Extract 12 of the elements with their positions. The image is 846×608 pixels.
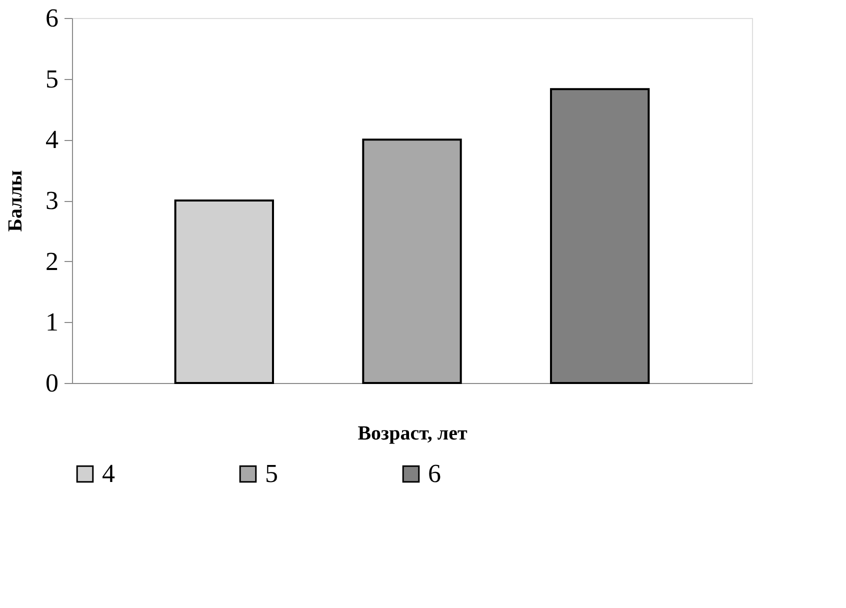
y-axis-title: Баллы — [4, 170, 26, 232]
y-tick-label: 1 — [46, 308, 58, 337]
legend-label: 5 — [265, 459, 278, 488]
y-tick-label: 6 — [46, 4, 58, 32]
y-tick-label: 4 — [46, 125, 58, 154]
y-tick-label: 0 — [46, 368, 58, 398]
y-tick-label: 3 — [46, 186, 58, 215]
x-axis-title: Возраст, лет — [358, 422, 468, 444]
legend-label: 6 — [428, 459, 441, 488]
legend-label: 4 — [102, 459, 115, 488]
y-tick-label: 2 — [46, 246, 58, 276]
y-tick-label: 5 — [46, 64, 58, 94]
